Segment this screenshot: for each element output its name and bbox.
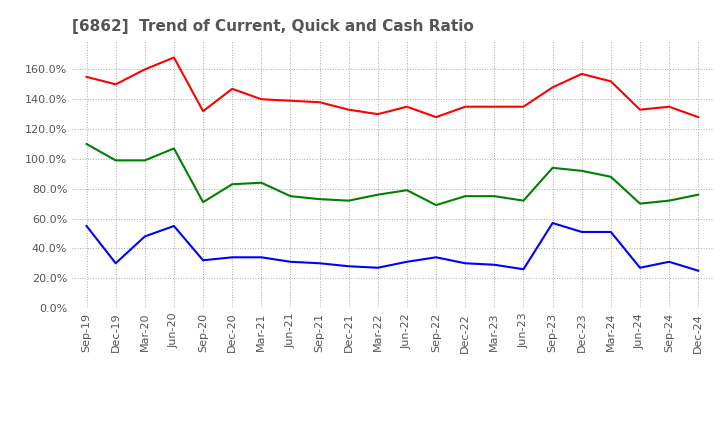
Cash Ratio [694, 268, 703, 273]
Quick Ratio [402, 187, 411, 193]
Quick Ratio [199, 199, 207, 205]
Cash Ratio [402, 259, 411, 264]
Current Ratio [170, 55, 179, 60]
Cash Ratio [636, 265, 644, 270]
Current Ratio [402, 104, 411, 109]
Quick Ratio [315, 197, 324, 202]
Current Ratio [315, 99, 324, 105]
Current Ratio [257, 97, 266, 102]
Current Ratio [82, 74, 91, 80]
Cash Ratio [432, 255, 441, 260]
Quick Ratio [432, 202, 441, 208]
Current Ratio [140, 67, 149, 72]
Quick Ratio [606, 174, 615, 180]
Cash Ratio [548, 220, 557, 226]
Cash Ratio [665, 259, 673, 264]
Current Ratio [665, 104, 673, 109]
Quick Ratio [140, 158, 149, 163]
Cash Ratio [606, 229, 615, 235]
Quick Ratio [82, 141, 91, 147]
Current Ratio [374, 111, 382, 117]
Quick Ratio [694, 192, 703, 197]
Current Ratio [228, 86, 236, 92]
Current Ratio [606, 79, 615, 84]
Cash Ratio [82, 224, 91, 229]
Cash Ratio [170, 224, 179, 229]
Line: Cash Ratio: Cash Ratio [86, 223, 698, 271]
Current Ratio [112, 82, 120, 87]
Cash Ratio [199, 258, 207, 263]
Quick Ratio [112, 158, 120, 163]
Quick Ratio [636, 201, 644, 206]
Cash Ratio [519, 267, 528, 272]
Current Ratio [519, 104, 528, 109]
Cash Ratio [112, 260, 120, 266]
Quick Ratio [665, 198, 673, 203]
Line: Quick Ratio: Quick Ratio [86, 144, 698, 205]
Line: Current Ratio: Current Ratio [86, 58, 698, 117]
Cash Ratio [140, 234, 149, 239]
Quick Ratio [577, 168, 586, 173]
Quick Ratio [519, 198, 528, 203]
Current Ratio [548, 84, 557, 90]
Current Ratio [577, 71, 586, 77]
Quick Ratio [286, 194, 294, 199]
Current Ratio [694, 114, 703, 120]
Quick Ratio [490, 194, 499, 199]
Cash Ratio [374, 265, 382, 270]
Current Ratio [432, 114, 441, 120]
Quick Ratio [344, 198, 353, 203]
Current Ratio [461, 104, 469, 109]
Cash Ratio [461, 260, 469, 266]
Cash Ratio [228, 255, 236, 260]
Quick Ratio [170, 146, 179, 151]
Current Ratio [344, 107, 353, 112]
Quick Ratio [461, 194, 469, 199]
Text: [6862]  Trend of Current, Quick and Cash Ratio: [6862] Trend of Current, Quick and Cash … [72, 19, 474, 34]
Quick Ratio [257, 180, 266, 185]
Current Ratio [490, 104, 499, 109]
Cash Ratio [315, 260, 324, 266]
Current Ratio [286, 98, 294, 103]
Cash Ratio [490, 262, 499, 268]
Quick Ratio [228, 182, 236, 187]
Quick Ratio [548, 165, 557, 170]
Current Ratio [199, 109, 207, 114]
Quick Ratio [374, 192, 382, 197]
Current Ratio [636, 107, 644, 112]
Cash Ratio [344, 264, 353, 269]
Cash Ratio [577, 229, 586, 235]
Cash Ratio [257, 255, 266, 260]
Cash Ratio [286, 259, 294, 264]
